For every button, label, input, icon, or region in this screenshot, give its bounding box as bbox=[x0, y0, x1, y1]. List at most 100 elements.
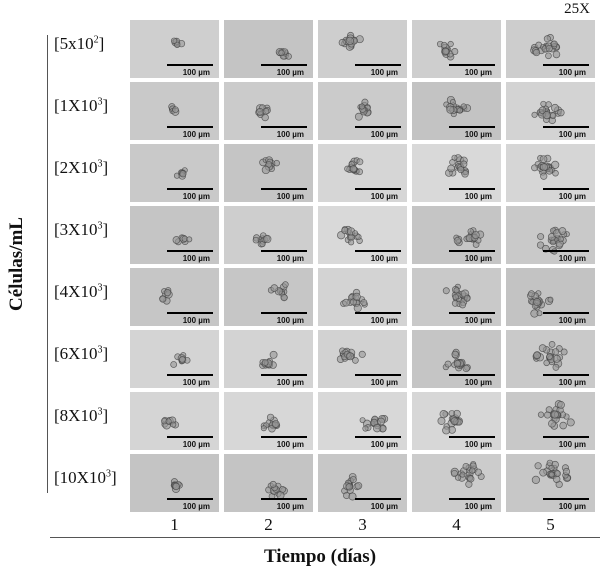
scale-bar bbox=[355, 374, 401, 376]
y-axis-line bbox=[47, 35, 48, 493]
scale-bar bbox=[167, 188, 213, 190]
scale-bar bbox=[167, 250, 213, 252]
row-label-3: [2X103] bbox=[54, 158, 108, 178]
scale-bar-label: 100 µm bbox=[370, 378, 398, 387]
scale-bar bbox=[167, 374, 213, 376]
scale-bar bbox=[449, 498, 495, 500]
micrograph-r2-d1: 100 µm bbox=[130, 82, 219, 140]
scale-bar-label: 100 µm bbox=[464, 68, 492, 77]
row-label-base: [10X10 bbox=[54, 468, 106, 487]
scale-bar bbox=[543, 312, 589, 314]
row-label-close: ] bbox=[110, 468, 117, 487]
scale-bar bbox=[355, 126, 401, 128]
row-label-close: ] bbox=[102, 220, 109, 239]
scale-bar bbox=[261, 498, 307, 500]
scale-bar-label: 100 µm bbox=[276, 316, 304, 325]
scale-bar-label: 100 µm bbox=[370, 316, 398, 325]
scale-bar bbox=[261, 312, 307, 314]
micrograph-r3-d5: 100 µm bbox=[506, 144, 595, 202]
scale-bar-label: 100 µm bbox=[464, 254, 492, 263]
scale-bar bbox=[543, 64, 589, 66]
scale-bar-label: 100 µm bbox=[370, 68, 398, 77]
scale-bar-label: 100 µm bbox=[464, 130, 492, 139]
column-label-2: 2 bbox=[264, 515, 273, 534]
column-label-3: 3 bbox=[358, 515, 367, 534]
column-label-5: 5 bbox=[546, 515, 555, 534]
scale-bar bbox=[449, 188, 495, 190]
row-label-5: [4X103] bbox=[54, 282, 108, 302]
scale-bar-label: 100 µm bbox=[464, 192, 492, 201]
row-label-base: [5x10 bbox=[54, 34, 94, 53]
scale-bar-label: 100 µm bbox=[182, 502, 210, 511]
row-label-base: [4X10 bbox=[54, 282, 98, 301]
row-label-6: [6X103] bbox=[54, 344, 108, 364]
micrograph-r8-d4: 100 µm bbox=[412, 454, 501, 512]
scale-bar-label: 100 µm bbox=[182, 192, 210, 201]
row-label-base: [3X10 bbox=[54, 220, 98, 239]
scale-bar-label: 100 µm bbox=[370, 192, 398, 201]
micrograph-r7-d1: 100 µm bbox=[130, 392, 219, 450]
row-label-exponent: 3 bbox=[97, 344, 103, 356]
micrograph-r6-d2: 100 µm bbox=[224, 330, 313, 388]
row-label-exponent: 3 bbox=[97, 96, 103, 108]
micrograph-r4-d3: 100 µm bbox=[318, 206, 407, 264]
row-label-exponent: 3 bbox=[97, 282, 103, 294]
scale-bar-label: 100 µm bbox=[182, 316, 210, 325]
scale-bar-label: 100 µm bbox=[464, 316, 492, 325]
scale-bar bbox=[449, 250, 495, 252]
row-label-exponent: 3 bbox=[97, 158, 103, 170]
scale-bar bbox=[543, 188, 589, 190]
scale-bar bbox=[543, 126, 589, 128]
row-label-close: ] bbox=[102, 96, 109, 115]
row-label-base: [2X10 bbox=[54, 158, 98, 177]
row-label-2: [1X103] bbox=[54, 96, 108, 116]
scale-bar-label: 100 µm bbox=[558, 254, 586, 263]
scale-bar-label: 100 µm bbox=[370, 502, 398, 511]
scale-bar-label: 100 µm bbox=[558, 440, 586, 449]
scale-bar bbox=[261, 250, 307, 252]
row-label-exponent: 3 bbox=[105, 468, 111, 480]
micrograph-r8-d3: 100 µm bbox=[318, 454, 407, 512]
micrograph-r4-d4: 100 µm bbox=[412, 206, 501, 264]
scale-bar-label: 100 µm bbox=[464, 378, 492, 387]
scale-bar bbox=[449, 64, 495, 66]
micrograph-r8-d1: 100 µm bbox=[130, 454, 219, 512]
micrograph-r6-d1: 100 µm bbox=[130, 330, 219, 388]
scale-bar bbox=[167, 498, 213, 500]
scale-bar-label: 100 µm bbox=[558, 378, 586, 387]
scale-bar bbox=[355, 188, 401, 190]
scale-bar-label: 100 µm bbox=[558, 502, 586, 511]
scale-bar bbox=[355, 64, 401, 66]
scale-bar-label: 100 µm bbox=[182, 440, 210, 449]
row-label-1: [5x102] bbox=[54, 34, 104, 54]
micrograph-r3-d2: 100 µm bbox=[224, 144, 313, 202]
scale-bar bbox=[449, 436, 495, 438]
scale-bar bbox=[261, 64, 307, 66]
micrograph-r8-d5: 100 µm bbox=[506, 454, 595, 512]
scale-bar-label: 100 µm bbox=[182, 254, 210, 263]
scale-bar-label: 100 µm bbox=[276, 502, 304, 511]
scale-bar bbox=[167, 436, 213, 438]
column-label-4: 4 bbox=[452, 515, 461, 534]
micrograph-r2-d2: 100 µm bbox=[224, 82, 313, 140]
micrograph-r7-d3: 100 µm bbox=[318, 392, 407, 450]
micrograph-r5-d5: 100 µm bbox=[506, 268, 595, 326]
scale-bar-label: 100 µm bbox=[558, 130, 586, 139]
scale-bar bbox=[261, 436, 307, 438]
scale-bar-label: 100 µm bbox=[558, 316, 586, 325]
micrograph-r1-d1: 100 µm bbox=[130, 20, 219, 78]
scale-bar-label: 100 µm bbox=[276, 440, 304, 449]
scale-bar bbox=[355, 312, 401, 314]
scale-bar bbox=[167, 312, 213, 314]
row-label-exponent: 2 bbox=[93, 34, 99, 46]
row-label-base: [1X10 bbox=[54, 96, 98, 115]
scale-bar-label: 100 µm bbox=[558, 68, 586, 77]
scale-bar-label: 100 µm bbox=[558, 192, 586, 201]
micrograph-r5-d1: 100 µm bbox=[130, 268, 219, 326]
micrograph-r7-d5: 100 µm bbox=[506, 392, 595, 450]
scale-bar-label: 100 µm bbox=[276, 68, 304, 77]
scale-bar-label: 100 µm bbox=[182, 130, 210, 139]
row-label-7: [8X103] bbox=[54, 406, 108, 426]
scale-bar-label: 100 µm bbox=[370, 440, 398, 449]
micrograph-r7-d4: 100 µm bbox=[412, 392, 501, 450]
